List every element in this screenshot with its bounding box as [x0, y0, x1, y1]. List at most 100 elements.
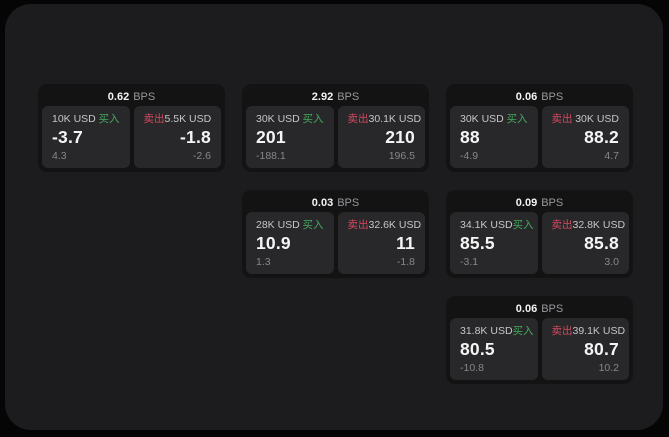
- buy-delta: -4.9: [460, 150, 479, 162]
- buy-tile[interactable]: 10K USD 买入 -3.7 4.3: [42, 106, 130, 168]
- buy-tile-header: 34.1K USD 买入: [460, 219, 534, 231]
- sell-price: 11: [396, 233, 415, 253]
- sell-side-label: 卖出: [347, 113, 369, 125]
- sell-delta: -1.8: [396, 256, 415, 268]
- sell-tile-header: 卖出 5.5K USD: [144, 113, 212, 125]
- buy-side-label: 买入: [302, 113, 324, 125]
- sell-price: 88.2: [584, 127, 619, 147]
- sell-size-label: 39.1K USD: [572, 325, 626, 337]
- card-header: 0.06 BPS: [450, 88, 629, 106]
- bps-value: 0.09: [515, 197, 538, 209]
- buy-side-label: 买入: [506, 113, 528, 125]
- sell-size-label: 32.8K USD: [572, 219, 626, 231]
- sell-tile-header: 卖出 39.1K USD: [551, 325, 626, 337]
- bps-unit-label: BPS: [541, 303, 564, 315]
- buy-tile[interactable]: 28K USD 买入 10.9 1.3: [246, 212, 334, 274]
- sell-tile[interactable]: 卖出 30.1K USD 210 196.5: [337, 106, 425, 168]
- quote-card[interactable]: 0.06 BPS 30K USD 买入 88 -4.9 卖出 30K USD 8…: [446, 84, 633, 172]
- bps-value: 0.03: [311, 197, 334, 209]
- buy-tile-header: 30K USD 买入: [256, 113, 324, 125]
- quote-tiles: 28K USD 买入 10.9 1.3 卖出 32.6K USD 11 -1.8: [246, 212, 425, 274]
- sell-tile[interactable]: 卖出 5.5K USD -1.8 -2.6: [133, 106, 221, 168]
- buy-size-label: 30K USD: [460, 113, 504, 125]
- buy-tile-header: 28K USD 买入: [256, 219, 324, 231]
- bps-value: 0.06: [515, 303, 538, 315]
- buy-price: 85.5: [460, 233, 495, 253]
- sell-tile[interactable]: 卖出 32.8K USD 85.8 3.0: [541, 212, 629, 274]
- sell-delta: 4.7: [604, 150, 619, 162]
- quote-tiles: 34.1K USD 买入 85.5 -3.1 卖出 32.8K USD 85.8…: [450, 212, 629, 274]
- card-header: 0.03 BPS: [246, 194, 425, 212]
- sell-delta: 196.5: [388, 150, 415, 162]
- card-header: 2.92 BPS: [246, 88, 425, 106]
- sell-size-label: 30K USD: [575, 113, 619, 125]
- buy-side-label: 买入: [302, 219, 324, 231]
- sell-size-label: 5.5K USD: [164, 113, 212, 125]
- bps-unit-label: BPS: [337, 197, 360, 209]
- sell-tile-header: 卖出 32.6K USD: [347, 219, 422, 231]
- sell-price: 80.7: [584, 339, 619, 359]
- quote-tiles: 31.8K USD 买入 80.5 -10.8 卖出 39.1K USD 80.…: [450, 318, 629, 380]
- buy-delta: 4.3: [52, 150, 67, 162]
- buy-delta: -10.8: [460, 362, 484, 374]
- buy-size-label: 31.8K USD: [460, 325, 513, 337]
- buy-size-label: 30K USD: [256, 113, 300, 125]
- bps-value: 0.62: [107, 91, 130, 103]
- sell-delta: -2.6: [192, 150, 211, 162]
- quote-card[interactable]: 0.09 BPS 34.1K USD 买入 85.5 -3.1 卖出 32.8K…: [446, 190, 633, 278]
- quote-card[interactable]: 0.62 BPS 10K USD 买入 -3.7 4.3 卖出 5.5K USD…: [38, 84, 225, 172]
- sell-side-label: 卖出: [551, 113, 573, 125]
- buy-size-label: 34.1K USD: [460, 219, 513, 231]
- sell-tile[interactable]: 卖出 39.1K USD 80.7 10.2: [541, 318, 629, 380]
- buy-tile[interactable]: 30K USD 买入 201 -188.1: [246, 106, 334, 168]
- buy-tile[interactable]: 31.8K USD 买入 80.5 -10.8: [450, 318, 538, 380]
- buy-delta: 1.3: [256, 256, 271, 268]
- quote-tiles: 10K USD 买入 -3.7 4.3 卖出 5.5K USD -1.8 -2.…: [42, 106, 221, 168]
- buy-tile-header: 31.8K USD 买入: [460, 325, 534, 337]
- bps-value: 2.92: [311, 91, 334, 103]
- sell-size-label: 32.6K USD: [368, 219, 422, 231]
- buy-tile-header: 10K USD 买入: [52, 113, 120, 125]
- sell-size-label: 30.1K USD: [368, 113, 422, 125]
- buy-side-label: 买入: [512, 219, 534, 231]
- app-panel: 0.62 BPS 10K USD 买入 -3.7 4.3 卖出 5.5K USD…: [5, 4, 663, 430]
- sell-tile-header: 卖出 32.8K USD: [551, 219, 626, 231]
- buy-price: 88: [460, 127, 480, 147]
- buy-delta: -3.1: [460, 256, 479, 268]
- bps-unit-label: BPS: [541, 197, 564, 209]
- buy-size-label: 10K USD: [52, 113, 96, 125]
- sell-tile[interactable]: 卖出 32.6K USD 11 -1.8: [337, 212, 425, 274]
- bps-unit-label: BPS: [337, 91, 360, 103]
- quote-card[interactable]: 2.92 BPS 30K USD 买入 201 -188.1 卖出 30.1K …: [242, 84, 429, 172]
- card-header: 0.09 BPS: [450, 194, 629, 212]
- sell-tile-header: 卖出 30.1K USD: [347, 113, 422, 125]
- quote-card[interactable]: 0.06 BPS 31.8K USD 买入 80.5 -10.8 卖出 39.1…: [446, 296, 633, 384]
- sell-price: 85.8: [584, 233, 619, 253]
- bps-unit-label: BPS: [133, 91, 156, 103]
- sell-delta: 10.2: [598, 362, 619, 374]
- buy-side-label: 买入: [98, 113, 120, 125]
- sell-side-label: 卖出: [143, 113, 165, 125]
- quote-card[interactable]: 0.03 BPS 28K USD 买入 10.9 1.3 卖出 32.6K US…: [242, 190, 429, 278]
- card-header: 0.06 BPS: [450, 300, 629, 318]
- buy-delta: -188.1: [256, 150, 286, 162]
- card-header: 0.62 BPS: [42, 88, 221, 106]
- sell-side-label: 卖出: [551, 325, 573, 337]
- sell-tile[interactable]: 卖出 30K USD 88.2 4.7: [541, 106, 629, 168]
- buy-price: 10.9: [256, 233, 291, 253]
- buy-price: -3.7: [52, 127, 83, 147]
- buy-tile[interactable]: 34.1K USD 买入 85.5 -3.1: [450, 212, 538, 274]
- buy-price: 80.5: [460, 339, 495, 359]
- quote-tiles: 30K USD 买入 88 -4.9 卖出 30K USD 88.2 4.7: [450, 106, 629, 168]
- bps-unit-label: BPS: [541, 91, 564, 103]
- sell-price: 210: [385, 127, 415, 147]
- sell-delta: 3.0: [604, 256, 619, 268]
- sell-side-label: 卖出: [551, 219, 573, 231]
- buy-size-label: 28K USD: [256, 219, 300, 231]
- sell-tile-header: 卖出 30K USD: [552, 113, 620, 125]
- buy-tile-header: 30K USD 买入: [460, 113, 528, 125]
- buy-tile[interactable]: 30K USD 买入 88 -4.9: [450, 106, 538, 168]
- buy-price: 201: [256, 127, 286, 147]
- quote-tiles: 30K USD 买入 201 -188.1 卖出 30.1K USD 210 1…: [246, 106, 425, 168]
- sell-side-label: 卖出: [347, 219, 369, 231]
